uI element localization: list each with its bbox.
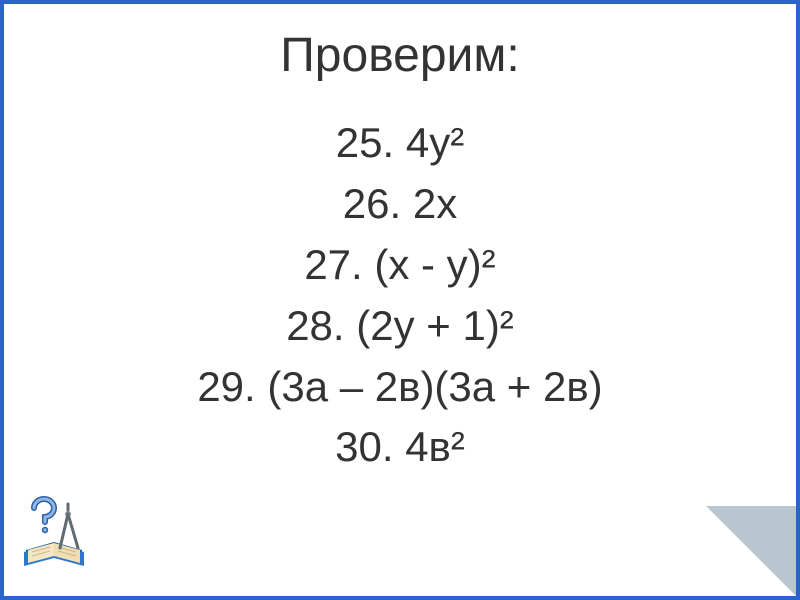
- item-number: 30.: [335, 423, 393, 470]
- list-item: 29. (3а – 2в)(3а + 2в): [197, 357, 602, 418]
- item-number: 29.: [197, 363, 255, 410]
- item-expression: 2х: [413, 180, 457, 227]
- list-item: 30. 4в²: [197, 417, 602, 478]
- item-expression: (2у + 1)²: [356, 302, 514, 349]
- slide: Проверим: 25. 4у² 26. 2х 27. (х - у)² 28…: [0, 0, 800, 600]
- question-mark-icon: [34, 499, 54, 533]
- page-corner-fold-icon: [706, 506, 796, 596]
- answers-list: 25. 4у² 26. 2х 27. (х - у)² 28. (2у + 1)…: [4, 113, 796, 478]
- compass-icon: [60, 504, 78, 548]
- item-expression: 4у²: [406, 119, 464, 166]
- item-expression: (3а – 2в)(3а + 2в): [267, 363, 602, 410]
- question-book-compass-icon: [20, 492, 94, 572]
- item-number: 27.: [304, 241, 362, 288]
- list-item: 27. (х - у)²: [197, 235, 602, 296]
- item-expression: (х - у)²: [374, 241, 495, 288]
- page-title: Проверим:: [4, 28, 796, 83]
- item-number: 28.: [286, 302, 344, 349]
- list-item: 26. 2х: [197, 174, 602, 235]
- item-number: 25.: [336, 119, 394, 166]
- item-number: 26.: [343, 180, 401, 227]
- list-item: 28. (2у + 1)²: [197, 296, 602, 357]
- list-item: 25. 4у²: [197, 113, 602, 174]
- item-expression: 4в²: [405, 423, 465, 470]
